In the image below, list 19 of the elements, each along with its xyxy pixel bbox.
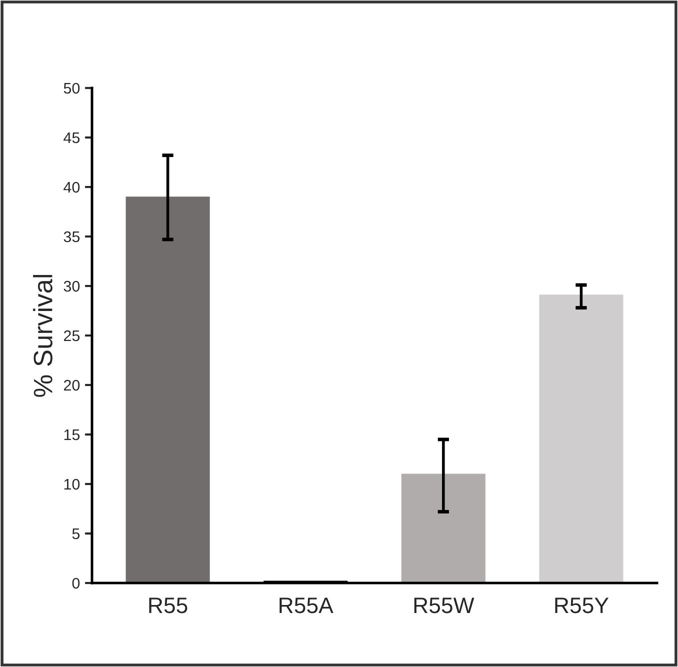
bar [124,195,212,583]
y-tick-label: 40 [64,182,80,193]
y-tick-label: 10 [64,478,80,490]
x-tick-label: R55 [149,598,188,614]
y-tick-label: 35 [64,231,80,242]
bar [538,293,625,583]
y-tick-label: 5 [72,528,80,540]
y-tick-label: 45 [64,132,80,144]
y-tick-label: 25 [64,330,80,342]
y-axis-title: % Survival [33,274,52,397]
y-tick-label: 50 [64,82,80,94]
x-tick-label: R55A [280,598,334,614]
y-tick-label: 20 [64,380,80,391]
y-tick-label: 15 [64,430,80,440]
y-tick-label: 30 [64,280,80,292]
x-tick-label: R55W [414,598,474,614]
bar [400,472,487,583]
x-tick-label: R55Y [555,598,609,614]
y-tick-label: 0 [72,578,80,589]
